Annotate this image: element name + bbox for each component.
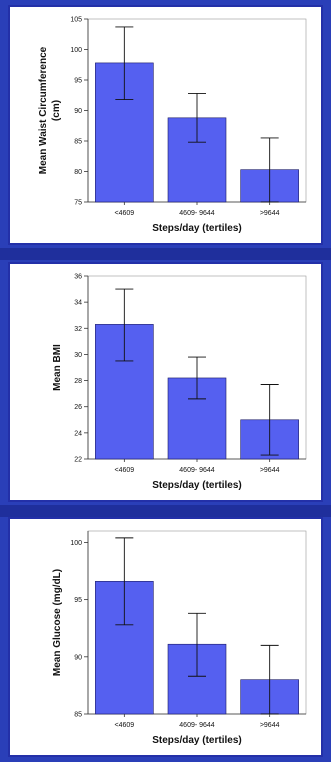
y-axis-label: Mean BMI xyxy=(52,344,63,391)
category-label: >9644 xyxy=(260,210,280,217)
waist-chart-svg: 75 80 85 90 95 100 105 <4609 4609- 9644 >9644 Step… xyxy=(38,17,307,234)
glucose-chart-svg: 85 90 95 100 <4609 4609- 9644 >9644 Steps/day (… xyxy=(52,530,307,746)
y-tick-label: 80 xyxy=(74,169,82,176)
y-tick-label: 85 xyxy=(74,712,82,719)
y-tick-label: 100 xyxy=(70,540,82,547)
y-axis-label: (cm) xyxy=(51,100,62,121)
y-tick-label: 75 xyxy=(74,200,82,207)
y-tick-label: 26 xyxy=(74,404,82,411)
waist-circumference-chart: 75 80 85 90 95 100 105 <4609 4609- 9644 >9644 Step… xyxy=(8,5,323,245)
y-tick-label: 100 xyxy=(70,47,82,54)
bmi-chart-svg: 22 24 26 28 30 32 34 36 <4609 4609- 9644 >9644 Step… xyxy=(52,274,307,491)
category-label: <4609 xyxy=(114,722,134,729)
category-label: 4609- 9644 xyxy=(179,722,215,729)
category-label: >9644 xyxy=(260,467,280,474)
y-tick-label: 32 xyxy=(74,326,82,333)
x-axis-label: Steps/day (tertiles) xyxy=(152,480,241,491)
category-label: >9644 xyxy=(260,722,280,729)
bmi-chart: 22 24 26 28 30 32 34 36 <4609 4609- 9644 >9644 Step… xyxy=(8,262,323,502)
y-tick-label: 28 xyxy=(74,378,82,385)
y-axis-label: Mean Glucose (mg/dL) xyxy=(52,569,63,676)
y-tick-label: 22 xyxy=(74,457,82,464)
panel-divider xyxy=(0,248,331,260)
y-axis-label: Mean Waist Circumference xyxy=(38,46,49,174)
panel-divider xyxy=(0,505,331,517)
y-tick-label: 95 xyxy=(74,78,82,85)
y-tick-label: 85 xyxy=(74,139,82,146)
y-tick-label: 90 xyxy=(74,654,82,661)
glucose-chart: 85 90 95 100 <4609 4609- 9644 >9644 Steps/day (… xyxy=(8,517,323,757)
y-tick-label: 95 xyxy=(74,597,82,604)
x-axis-label: Steps/day (tertiles) xyxy=(152,735,241,746)
y-tick-label: 90 xyxy=(74,108,82,115)
y-tick-label: 24 xyxy=(74,430,82,437)
category-label: <4609 xyxy=(114,467,134,474)
y-tick-label: 36 xyxy=(74,274,82,281)
category-label: 4609- 9644 xyxy=(179,210,215,217)
category-label: 4609- 9644 xyxy=(179,467,215,474)
x-axis-label: Steps/day (tertiles) xyxy=(152,223,241,234)
category-label: <4609 xyxy=(114,210,134,217)
y-tick-label: 30 xyxy=(74,352,82,359)
y-tick-label: 105 xyxy=(70,17,82,24)
y-tick-label: 34 xyxy=(74,300,82,307)
